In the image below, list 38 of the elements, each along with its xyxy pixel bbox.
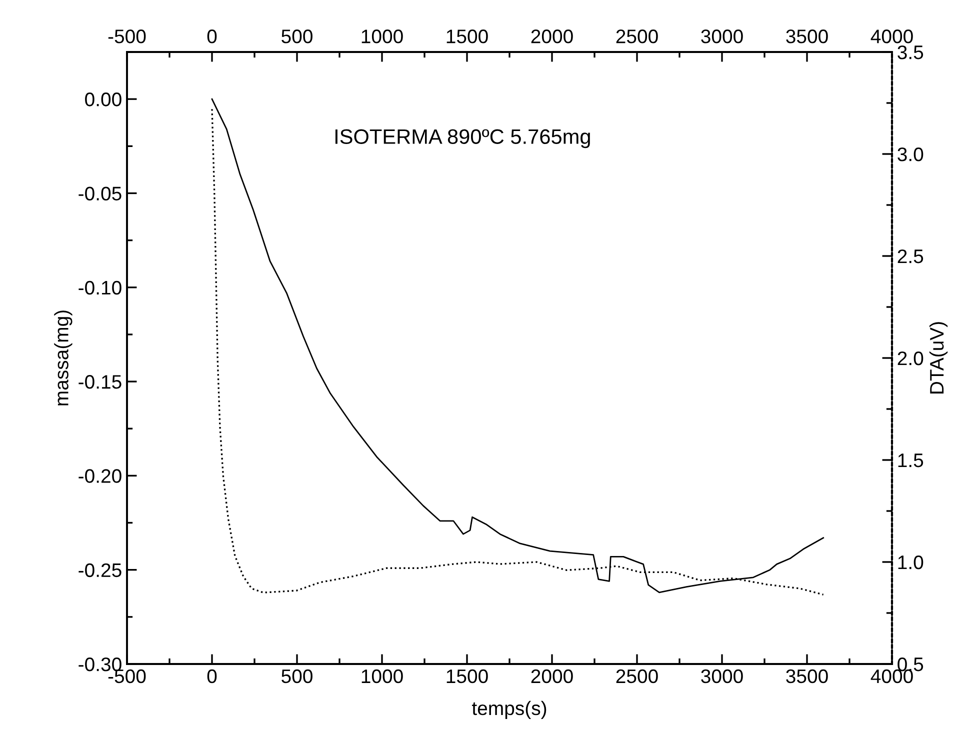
y2-tick-label: 3.5 — [898, 45, 924, 60]
x2-tick-label: 3000 — [701, 30, 743, 44]
y2-tick-label: 1.5 — [898, 454, 924, 468]
x-tick-label: 2500 — [616, 669, 658, 684]
x-tick-label: 3500 — [786, 669, 828, 684]
y-axis-title: massa(mg) — [54, 310, 72, 406]
y2-tick-label: 0.5 — [898, 657, 924, 672]
y-tick-label: 0.00 — [85, 92, 122, 106]
x-tick-label: 0 — [207, 669, 217, 684]
y-tick-label: -0.30 — [78, 657, 122, 672]
y2-tick-label: 3.0 — [898, 147, 924, 162]
x2-tick-label: -500 — [108, 30, 146, 44]
y-tick-label: -0.15 — [78, 375, 122, 389]
y-tick-label: -0.05 — [78, 186, 122, 200]
x-tick-label: 4000 — [870, 669, 913, 684]
annotation: ISOTERMA 890ºC 5.765mg — [335, 129, 590, 148]
y2-tick-label: 1.0 — [898, 555, 924, 570]
x2-tick-label: 500 — [282, 30, 312, 44]
y-tick-label: -0.20 — [78, 469, 122, 483]
x2-tick-label: 2000 — [531, 30, 573, 44]
y-tick-label: -0.10 — [78, 280, 122, 295]
x2-tick-label: 0 — [207, 30, 217, 44]
y-tick-label: -0.25 — [78, 563, 122, 578]
x-tick-label: -500 — [108, 669, 146, 684]
x-tick-label: 3000 — [701, 669, 743, 684]
y2-tick-label: 2.5 — [898, 249, 924, 264]
y2-axis-title: DTA(uV) — [929, 322, 948, 394]
y2-tick-label: 2.0 — [898, 351, 924, 366]
x2-tick-label: 4000 — [870, 30, 913, 44]
x2-tick-label: 1000 — [362, 30, 403, 44]
x-tick-label: 500 — [282, 669, 312, 684]
x2-tick-label: 1500 — [446, 30, 488, 44]
x2-tick-label: 3500 — [786, 30, 828, 44]
x-tick-label: 2000 — [531, 669, 573, 684]
x2-tick-label: 2500 — [616, 30, 658, 44]
x-axis-title: temps(s) — [472, 700, 546, 719]
x-tick-label: 1000 — [362, 669, 403, 684]
x-tick-label: 1500 — [446, 669, 488, 684]
